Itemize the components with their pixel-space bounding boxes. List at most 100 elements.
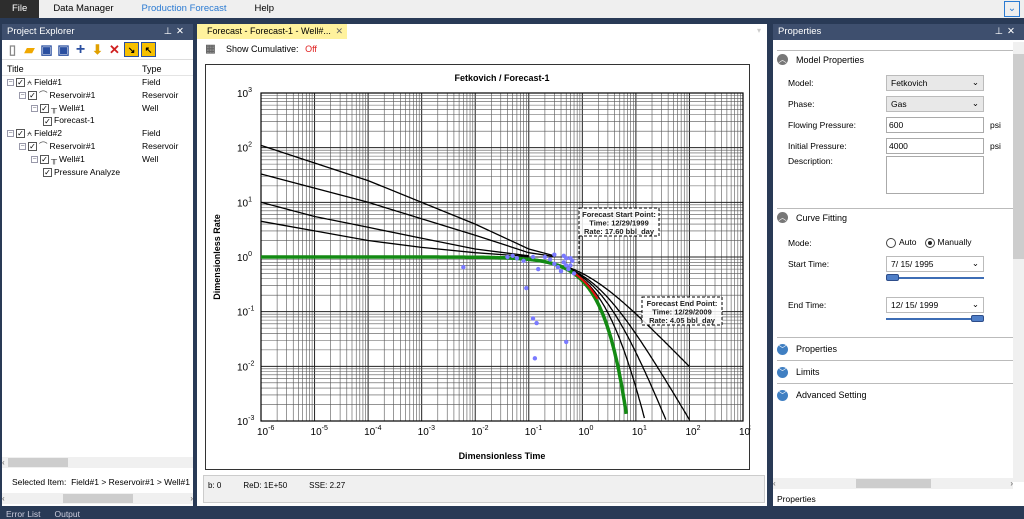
decline-type-curve — [565, 265, 690, 367]
tree-item[interactable]: − ✓ ⌒ Reservoir#1 Reservoir — [2, 89, 193, 102]
tree-item[interactable]: − ✓ ╥ Well#1 Well — [2, 153, 193, 166]
x-axis-label: Dimensionless Time — [459, 451, 546, 461]
new-file-icon[interactable]: ▯ — [8, 42, 17, 57]
expand-toggle-icon[interactable]: − — [7, 130, 14, 138]
section-label: Limits — [796, 367, 820, 377]
checkbox[interactable]: ✓ — [43, 116, 52, 126]
properties-hscrollbar[interactable]: ‹ › — [773, 478, 1013, 489]
model-value: Fetkovich — [891, 77, 928, 88]
expand-toggle-icon[interactable]: − — [31, 156, 38, 164]
section-curve-fitting[interactable]: ︿ Curve Fitting — [777, 208, 1014, 226]
status-bar: b: 0 ReD: 1E+50 SSE: 2.27 — [203, 475, 765, 503]
mode-manual-radio[interactable]: Manually — [924, 237, 972, 248]
mode-label: Mode: — [788, 237, 812, 248]
menu-help[interactable]: Help — [254, 3, 275, 14]
collapse-icon: ︿ — [777, 54, 788, 65]
delete-icon[interactable]: ✕ — [109, 42, 120, 57]
flowing-pressure-input[interactable]: 600 — [886, 116, 984, 133]
col-title[interactable]: Title — [7, 64, 24, 74]
checkbox[interactable]: ✓ — [40, 155, 49, 165]
expand-toggle-icon[interactable]: − — [19, 92, 26, 100]
pin-close-icons[interactable]: ⊥✕ — [163, 26, 188, 37]
checkbox[interactable]: ✓ — [43, 167, 52, 177]
open-folder-icon[interactable]: ▰ — [24, 42, 35, 57]
tab-properties[interactable]: Properties — [773, 493, 820, 506]
fetkovich-chart[interactable]: 10-6 10-5 10-4 10-3 10-2 10-1 100 101 102 103 10-3… — [206, 65, 754, 471]
reservoir-icon: ⌒ — [39, 89, 48, 100]
mode-auto-radio[interactable]: Auto — [886, 237, 917, 248]
tree-item[interactable]: − ✓ ╥ Well#1 Well — [2, 102, 193, 115]
tab-forecast[interactable]: Forecast - Forecast-1 - Well#... ✕ — [197, 24, 347, 39]
show-cumulative-toggle[interactable]: Off — [305, 44, 317, 54]
explorer-toolbar: ▯ ▰ ▣ ▣ + ⬇ ✕ ↘ ↖ — [2, 40, 193, 60]
transient-type-curve — [260, 201, 529, 257]
tree-item[interactable]: − ✓ ⌒ Reservoir#1 Reservoir — [2, 140, 193, 153]
tab-dropdown-icon[interactable]: ▾ — [757, 26, 762, 35]
checkbox[interactable]: ✓ — [16, 78, 25, 88]
start-time-slider[interactable] — [886, 274, 984, 282]
tree-scrollbar[interactable]: ‹ — [2, 457, 193, 468]
menu-production-forecast[interactable]: Production Forecast — [141, 3, 227, 14]
tab-output[interactable]: Output — [54, 509, 81, 519]
add-icon[interactable]: + — [75, 41, 86, 58]
model-select[interactable]: Fetkovich ⌄ — [886, 74, 984, 91]
import-icon[interactable]: ⬇ — [92, 42, 103, 57]
checkbox[interactable]: ✓ — [28, 91, 37, 101]
tree-header: Title Type — [2, 62, 193, 76]
data-point — [555, 265, 561, 270]
menu-file[interactable]: File — [0, 0, 40, 18]
checkbox[interactable]: ✓ — [16, 129, 25, 139]
annotation-text: Time: 12/29/1999 — [589, 219, 649, 228]
checkbox[interactable]: ✓ — [40, 103, 49, 113]
expand-toggle-icon[interactable]: − — [31, 104, 38, 112]
col-type[interactable]: Type — [142, 64, 162, 74]
table-icon[interactable]: ▦ — [205, 42, 216, 55]
y-tick-label: 102 — [237, 142, 252, 155]
selected-scrollbar[interactable]: ‹ › — [2, 493, 193, 504]
transient-type-curve — [260, 220, 529, 258]
initial-unit: psi — [990, 140, 1001, 151]
description-input[interactable] — [886, 156, 984, 194]
mode-auto-label: Auto — [899, 237, 917, 248]
save-as-icon[interactable]: ▣ — [57, 42, 70, 57]
tab-error-list[interactable]: Error List — [6, 509, 41, 519]
section-label: Model Properties — [796, 54, 865, 65]
annotation-box — [578, 207, 660, 237]
section-properties[interactable]: ﹀ Properties — [777, 337, 1014, 360]
tree-item-label: Forecast-1 — [54, 115, 95, 126]
end-time-slider[interactable] — [886, 315, 984, 323]
selected-item-value: Field#1 > Reservoir#1 > Well#1 — [71, 477, 190, 487]
project-tree: − ✓ ⍲ Field#1 Field − ✓ ⌒ Reservoir#1 Reservoir − ✓… — [2, 76, 193, 178]
pin-close-icons[interactable]: ⊥✕ — [994, 26, 1019, 37]
chevron-down-icon[interactable]: ⌄ — [1004, 1, 1020, 17]
panel-title-text: Properties — [778, 26, 822, 37]
vertical-scrollbar[interactable] — [1013, 42, 1024, 482]
tab-parameters[interactable]: Parameters — [823, 494, 868, 504]
end-time-picker[interactable]: 12/ 15/ 1999 ⌄ — [886, 296, 984, 313]
phase-select[interactable]: Gas ⌄ — [886, 95, 984, 112]
tree-item[interactable]: ✓ Pressure Analyze — [2, 166, 193, 179]
section-limits[interactable]: ﹀ Limits — [777, 360, 1014, 383]
tree-item[interactable]: − ✓ ⍲ Field#2 Field — [2, 127, 193, 140]
data-point — [568, 263, 573, 268]
save-icon[interactable]: ▣ — [40, 42, 53, 57]
x-tick-label: 10-5 — [311, 425, 328, 438]
start-time-picker[interactable]: 7/ 15/ 1995 ⌄ — [886, 255, 984, 272]
checkbox[interactable]: ✓ — [28, 142, 37, 152]
expand-toggle-icon[interactable]: − — [19, 143, 26, 151]
collapse-icon[interactable]: ↖ — [141, 42, 156, 57]
section-model-properties[interactable]: ︿ Model Properties — [777, 50, 1014, 68]
initial-pressure-input[interactable]: 4000 — [886, 137, 984, 154]
tree-item[interactable]: − ✓ ⍲ Field#1 Field — [2, 76, 193, 89]
data-point — [568, 256, 573, 261]
expand-icon[interactable]: ↘ — [124, 42, 139, 57]
data-point — [534, 320, 539, 326]
menu-data-manager[interactable]: Data Manager — [53, 3, 114, 14]
end-time-value: 12/ 15/ 1999 — [891, 299, 939, 310]
expand-toggle-icon[interactable]: − — [7, 79, 14, 87]
fit-curve — [261, 255, 628, 415]
section-advanced-setting[interactable]: ﹀ Advanced Setting — [777, 383, 1014, 406]
data-point — [564, 256, 569, 261]
tree-item[interactable]: ✓ Forecast-1 — [2, 114, 193, 127]
close-icon[interactable]: ✕ — [335, 26, 343, 36]
